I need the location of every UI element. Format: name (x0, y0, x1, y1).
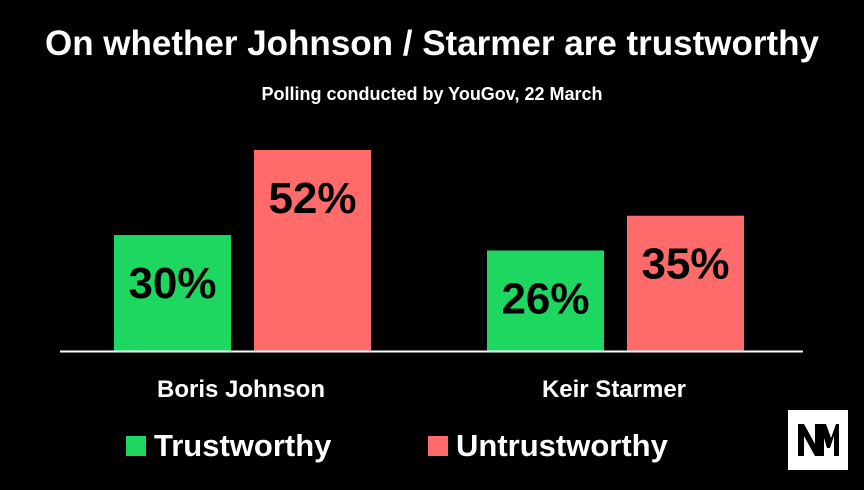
legend-item-trustworthy: Trustworthy (126, 428, 331, 464)
category-label-boris-johnson: Boris Johnson (157, 376, 325, 403)
data-label-keir-starmer-untrustworthy: 35% (641, 240, 729, 289)
legend-swatch-trustworthy (126, 436, 146, 456)
category-label-keir-starmer: Keir Starmer (542, 376, 686, 403)
bar-boris-johnson-trustworthy (114, 235, 231, 351)
data-label-keir-starmer-trustworthy: 26% (501, 275, 589, 324)
legend-label-trustworthy: Trustworthy (154, 428, 332, 463)
chart-subtitle: Polling conducted by YouGov, 22 March (261, 84, 603, 104)
data-label-boris-johnson-untrustworthy: 52% (268, 174, 356, 223)
legend-swatch-untrustworthy (428, 436, 448, 456)
legend-item-untrustworthy: Untrustworthy (428, 428, 668, 464)
data-label-boris-johnson-trustworthy: 30% (128, 259, 216, 308)
bar-keir-starmer-untrustworthy (627, 215, 744, 351)
legend-label-untrustworthy: Untrustworthy (456, 428, 668, 463)
chart-title: On whether Johnson / Starmer are trustwo… (44, 24, 820, 63)
bar-keir-starmer-trustworthy (487, 250, 604, 351)
bar-boris-johnson-untrustworthy (254, 150, 371, 351)
nm-logo-glyph (798, 424, 839, 456)
nm-logo-icon (788, 410, 848, 470)
